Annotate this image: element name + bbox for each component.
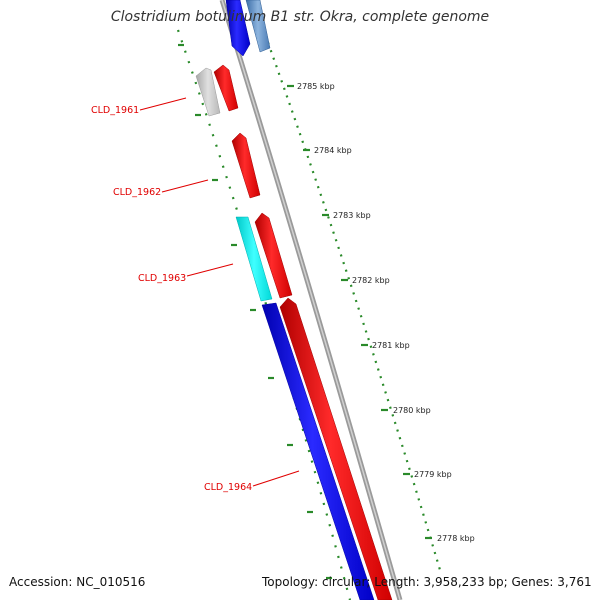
ruler-label: 2785 kbp — [297, 82, 335, 91]
gene-labels: CLD_1961 CLD_1962 CLD_1963 CLD_1964 — [91, 97, 300, 493]
accession-text: Accession: NC_010516 — [9, 575, 146, 589]
gene-label-cld1964: CLD_1964 — [204, 482, 252, 493]
inner-ruler-track — [176, 29, 352, 600]
ruler-label: 2784 kbp — [314, 146, 352, 155]
leader-line — [186, 263, 234, 277]
map-title: Clostridium botulinum B1 str. Okra, comp… — [110, 9, 490, 25]
feature-arrow-cld1963 — [254, 212, 293, 299]
gene-label-cld1963: CLD_1963 — [138, 273, 186, 284]
ruler-label: 2780 kbp — [393, 406, 431, 415]
leader-line — [252, 470, 300, 487]
ruler-labels: 2785 kbp 2784 kbp 2783 kbp 2782 kbp 2781… — [297, 82, 475, 543]
leader-line — [161, 179, 209, 193]
feature-rna-cld1963 — [235, 216, 273, 302]
ruler-ticks — [287, 84, 432, 540]
ruler-label: 2781 kbp — [372, 341, 410, 350]
feature-arrow-cld1961 — [213, 64, 239, 112]
leader-line — [139, 97, 187, 111]
feature-arrow-cld1964 — [279, 297, 393, 600]
inner-ruler-ticks — [178, 43, 332, 580]
feature-arrow-cld1962 — [231, 132, 261, 199]
ruler-label: 2778 kbp — [437, 534, 475, 543]
feature-other-cld1961 — [195, 67, 221, 117]
feature-reverse-cld1964 — [261, 302, 375, 600]
feature-arrow-reverse-top — [225, 0, 251, 57]
genome-backbone-inner — [221, 0, 401, 600]
feature-arrow-steel-top — [245, 0, 271, 53]
ruler-label: 2779 kbp — [414, 470, 452, 479]
ruler-label: 2783 kbp — [333, 211, 371, 220]
gene-label-cld1962: CLD_1962 — [113, 187, 161, 198]
gene-label-cld1961: CLD_1961 — [91, 105, 139, 116]
genome-summary-text: Topology: circular; Length: 3,958,233 bp… — [262, 575, 592, 589]
ruler-label: 2782 kbp — [352, 276, 390, 285]
